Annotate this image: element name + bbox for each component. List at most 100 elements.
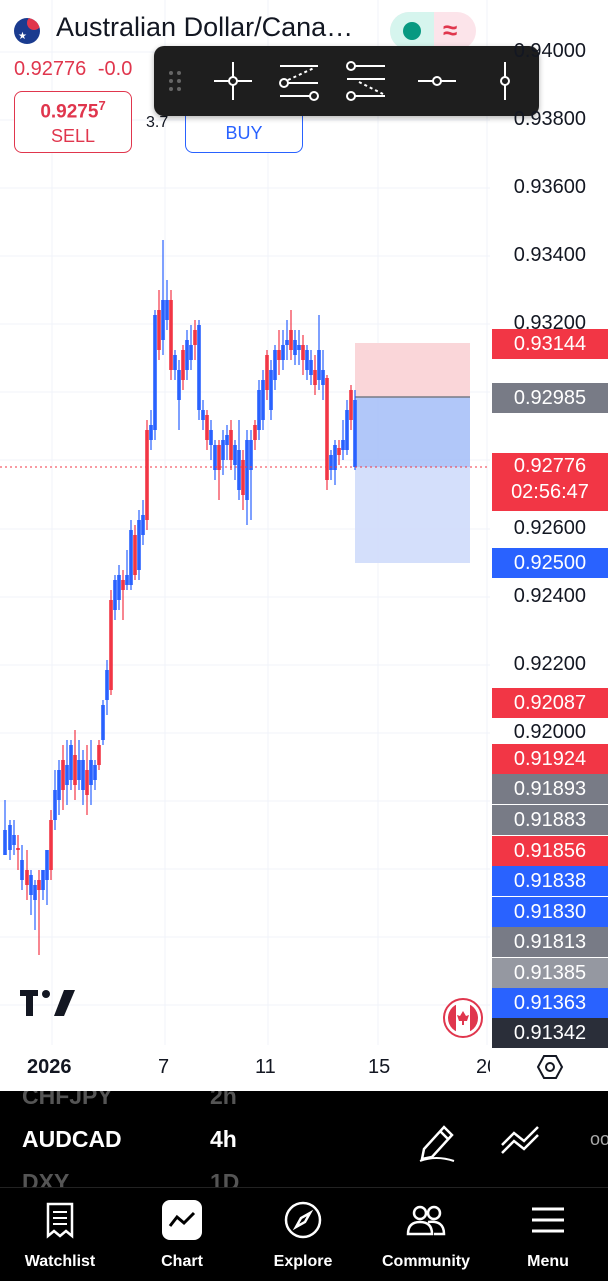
price-tag: 0.91830 bbox=[492, 897, 608, 927]
time-axis-label: 20 bbox=[476, 1056, 490, 1078]
countdown-timer: 02:56:47 bbox=[511, 481, 589, 503]
price-axis-label: 0.92000 bbox=[513, 721, 586, 743]
candle-body bbox=[33, 885, 37, 900]
short-position-tool-icon bbox=[346, 61, 385, 101]
price-tag: 0.91893 bbox=[492, 774, 608, 804]
candle-body bbox=[189, 345, 193, 360]
candle-body bbox=[109, 600, 113, 690]
current-symbol[interactable]: AUDCAD 4h bbox=[22, 1126, 237, 1152]
chart-settings-icon bbox=[536, 1055, 564, 1079]
stop-loss-zone bbox=[355, 343, 470, 397]
drawings-icon[interactable] bbox=[498, 1119, 544, 1163]
candle-body bbox=[177, 370, 181, 400]
candle-body bbox=[12, 835, 16, 845]
candle-body bbox=[305, 350, 309, 370]
candle-body bbox=[81, 760, 85, 790]
candle-body bbox=[309, 360, 313, 375]
candle-body bbox=[53, 790, 57, 820]
candle-body bbox=[181, 350, 185, 380]
candle-body bbox=[125, 575, 129, 585]
wave-icon: ≈ bbox=[443, 15, 458, 45]
price-axis-label: 0.93200 bbox=[513, 312, 586, 334]
candle-body bbox=[65, 765, 69, 785]
price-tag-value: 0.92776 bbox=[513, 455, 587, 477]
sell-button[interactable]: 0.92757 SELL bbox=[14, 91, 132, 153]
candle-body bbox=[93, 765, 97, 780]
candle-body bbox=[245, 440, 249, 500]
nav-explore[interactable]: Explore bbox=[253, 1188, 353, 1281]
nav-watchlist[interactable]: Watchlist bbox=[10, 1188, 110, 1281]
candle-body bbox=[49, 820, 53, 870]
pencil-icon[interactable] bbox=[416, 1119, 460, 1163]
price-tag: 0.91924 bbox=[492, 744, 608, 774]
candle-body bbox=[16, 848, 20, 850]
symbol-switcher[interactable]: CHFJPY 2h AUDCAD 4h DXY 1D oo bbox=[0, 1091, 608, 1187]
candle-body bbox=[225, 435, 229, 445]
candle-body bbox=[20, 860, 24, 880]
candle-body bbox=[133, 535, 137, 575]
time-axis-label: 7 bbox=[158, 1056, 170, 1078]
candle-body bbox=[113, 580, 117, 610]
candle-body bbox=[41, 870, 45, 890]
take-profit-zone bbox=[355, 397, 470, 467]
nav-menu[interactable]: Menu bbox=[498, 1188, 598, 1281]
candle-body bbox=[77, 760, 81, 780]
price-tag: 0.92985 bbox=[492, 383, 608, 413]
price-axis-label: 0.93800 bbox=[513, 108, 586, 130]
candle-body bbox=[285, 340, 289, 345]
vertical-line-tool-icon bbox=[500, 62, 510, 100]
nav-menu-label: Menu bbox=[527, 1253, 569, 1270]
price-axis-label: 0.93400 bbox=[513, 244, 586, 266]
candle-body bbox=[141, 515, 145, 535]
candle-body bbox=[73, 755, 77, 785]
candle-body bbox=[209, 430, 213, 445]
nav-community[interactable]: Community bbox=[376, 1188, 476, 1281]
candle-body bbox=[101, 705, 105, 740]
candle-body bbox=[45, 850, 49, 880]
chart-grid bbox=[0, 0, 490, 1045]
candle-body bbox=[205, 415, 209, 440]
candle-body bbox=[197, 325, 201, 410]
candle-body bbox=[329, 455, 333, 470]
price-tag: 0.91385 bbox=[492, 958, 608, 988]
candle-body bbox=[137, 520, 141, 570]
price-axis-label: 0.92200 bbox=[513, 653, 586, 675]
more-tools-icon[interactable]: oo bbox=[590, 1129, 608, 1149]
candle-body bbox=[61, 760, 65, 790]
chart-icon bbox=[162, 1200, 202, 1240]
market-status-badge[interactable]: ≈ bbox=[390, 12, 476, 50]
time-axis-label: 2026 bbox=[27, 1056, 72, 1078]
price-tag: 0.91838 bbox=[492, 866, 608, 896]
price-tag: 0.91342 bbox=[492, 1018, 608, 1048]
candle-body bbox=[129, 530, 133, 585]
candle-body bbox=[57, 770, 61, 800]
price-tag: 0.92776 02:56:47 bbox=[492, 453, 608, 511]
candle-body bbox=[261, 380, 265, 420]
candle-body bbox=[157, 310, 161, 350]
price-tag: 0.92500 bbox=[492, 548, 608, 578]
current-price: 0.92776 bbox=[14, 58, 87, 80]
price-axis-label: 0.92400 bbox=[513, 585, 586, 607]
candle-body bbox=[69, 745, 73, 780]
long-position-tool-icon bbox=[279, 65, 319, 101]
candle-body bbox=[161, 300, 165, 340]
candle-body bbox=[233, 445, 237, 465]
candle-body bbox=[89, 760, 93, 785]
candle-body bbox=[3, 830, 7, 855]
candle-body bbox=[289, 330, 293, 350]
candle-body bbox=[249, 440, 253, 470]
spread-value: 3.7 bbox=[146, 114, 169, 131]
candle-body bbox=[85, 770, 89, 795]
candle-body bbox=[333, 445, 337, 470]
symbol-flag-icon: ★ bbox=[14, 18, 40, 44]
price-chart[interactable] bbox=[0, 0, 608, 1091]
candle-body bbox=[281, 345, 285, 360]
price-tag: 0.91883 bbox=[492, 805, 608, 835]
symbol-title[interactable]: Australian Dollar/Cana… bbox=[56, 12, 354, 42]
price-axis-label: 0.93600 bbox=[513, 176, 586, 198]
next-symbol[interactable]: DXY 1D bbox=[22, 1169, 240, 1187]
prev-symbol[interactable]: CHFJPY 2h bbox=[22, 1091, 237, 1109]
candle-body bbox=[217, 445, 221, 470]
candle-body bbox=[297, 345, 301, 350]
nav-chart[interactable]: Chart bbox=[132, 1188, 232, 1281]
